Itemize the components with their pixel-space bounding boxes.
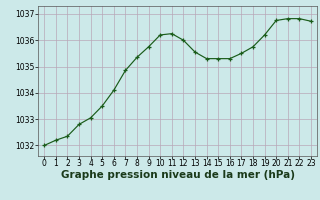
- X-axis label: Graphe pression niveau de la mer (hPa): Graphe pression niveau de la mer (hPa): [60, 170, 295, 180]
